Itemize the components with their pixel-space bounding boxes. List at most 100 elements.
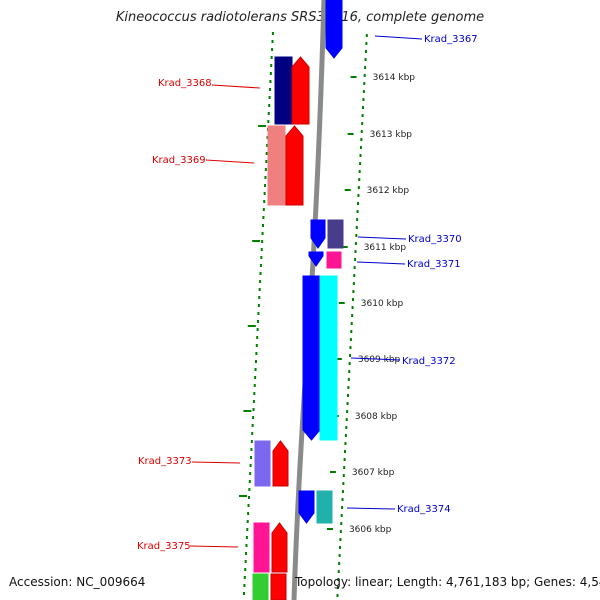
gene-krad-3370-block [327,219,344,249]
kbp-tick-mark [347,133,354,135]
boundary-dot [264,168,267,171]
boundary-dot [254,376,257,379]
boundary-dot [361,114,364,117]
boundary-dot [254,368,257,371]
boundary-dot [345,426,348,429]
kbp-tick-mark [338,302,345,304]
boundary-dot [350,330,353,333]
boundary-dot [258,296,261,299]
boundary-dot [357,194,360,197]
label-leader-line [189,545,239,548]
boundary-dot [353,274,356,277]
boundary-dot [339,538,342,541]
boundary-dot [350,322,353,325]
boundary-dot [243,576,246,579]
boundary-dot [336,586,339,589]
boundary-dot [341,506,344,509]
boundary-dot [363,82,366,85]
boundary-dot [351,306,354,309]
gene-krad-3367-arrow [325,0,343,59]
boundary-dot [359,146,362,149]
boundary-dot [344,434,347,437]
gene-label-right: Krad_3372 [402,356,456,367]
boundary-dot [250,448,253,451]
boundary-dot [251,432,254,435]
boundary-dot [356,210,359,213]
boundary-dot [348,362,351,365]
boundary-dot [365,42,368,45]
boundary-dot [337,578,340,581]
label-leader-line [191,461,241,464]
boundary-dot [263,192,266,195]
boundary-mark [258,125,267,127]
boundary-dot [262,208,265,211]
boundary-dot [364,58,367,61]
boundary-dot [338,554,341,557]
boundary-dot [247,496,250,499]
boundary-dot [360,138,363,141]
kbp-tick-label: 3610 kbp [361,299,404,309]
gene-krad-3369-arrow [285,125,304,206]
gene-label-right: Krad_3370 [408,234,462,245]
boundary-dot [250,440,253,443]
boundary-dot [363,74,366,77]
boundary-dot [271,48,274,51]
gene-krad-3368-arrow [291,56,310,125]
boundary-dot [255,344,258,347]
boundary-dot [259,280,262,283]
boundary-dot [252,408,255,411]
boundary-dot [256,336,259,339]
kbp-tick-label: 3611 kbp [364,243,407,253]
boundary-dot [250,456,253,459]
boundary-dot [362,106,365,109]
boundary-dot [253,384,256,387]
boundary-dot [263,200,266,203]
boundary-dot [267,112,270,115]
boundary-dot [362,90,365,93]
boundary-dot [346,410,349,413]
boundary-dot [347,386,350,389]
gene-krad-3369-block [267,125,286,206]
boundary-dot [360,130,363,133]
boundary-dot [353,266,356,269]
boundary-dot [245,552,248,555]
gene-krad-3368-block [274,56,293,125]
boundary-dot [339,546,342,549]
boundary-dot [243,592,246,595]
label-leader-line [346,507,396,510]
boundary-dot [245,536,248,539]
boundary-mark [247,325,256,327]
kbp-tick-mark [350,76,357,78]
boundary-dot [346,402,349,405]
boundary-dot [364,50,367,53]
boundary-dot [266,144,269,147]
boundary-dot [355,226,358,229]
map-title: Kineococcus radiotolerans SRS30216, comp… [115,10,485,25]
boundary-dot [268,104,271,107]
boundary-dot [249,472,252,475]
label-leader-line [211,84,261,89]
boundary-dot [358,170,361,173]
boundary-dot [247,504,250,507]
boundary-dot [340,522,343,525]
boundary-dot [260,248,263,251]
boundary-dot [342,482,345,485]
boundary-dot [269,72,272,75]
boundary-dot [247,512,250,515]
boundary-dot [268,96,271,99]
topology-summary: Topology: linear; Length: 4,761,183 bp; … [295,575,600,589]
boundary-dot [340,514,343,517]
accession-text: Accession: NC_009664 [9,575,146,589]
boundary-dot [267,120,270,123]
label-leader-line [356,261,406,265]
boundary-dot [354,250,357,253]
kbp-tick-label: 3607 kbp [352,468,395,478]
boundary-dot [246,528,249,531]
kbp-tick-mark [335,358,342,360]
boundary-dot [345,418,348,421]
boundary-dot [346,394,349,397]
boundary-dot [343,458,346,461]
boundary-dot [269,80,272,83]
kbp-tick-label: 3606 kbp [349,525,392,535]
boundary-dot [344,450,347,453]
